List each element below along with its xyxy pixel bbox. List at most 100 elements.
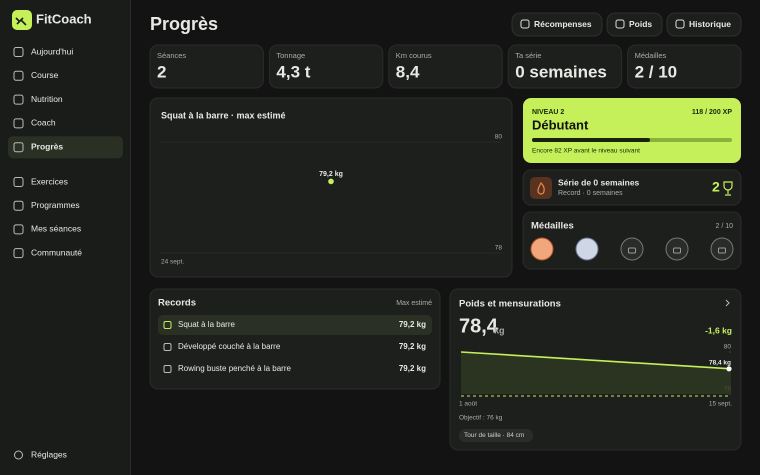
nav-item[interactable]: Communauté (31, 247, 82, 257)
nav-item[interactable]: Course (31, 70, 59, 80)
nav-active (8, 136, 123, 159)
stat-value: 0 semaines (515, 62, 607, 81)
stat-card (268, 44, 384, 89)
nav-item[interactable]: Exercices (31, 176, 68, 186)
stat-value: 2 / 10 (635, 62, 678, 81)
settings[interactable]: Réglages (31, 449, 67, 459)
x-tick-label: 1 août (459, 401, 477, 408)
nav-item[interactable]: Aujourd'hui (31, 46, 73, 56)
button-label[interactable]: Poids (629, 19, 652, 29)
goal-text: Objectif : 76 kg (459, 415, 503, 422)
weight-unit: kg (494, 325, 505, 335)
trophy-icon (723, 181, 733, 196)
sidebar (0, 0, 130, 475)
row-icon (163, 343, 172, 351)
settings-icon (14, 450, 23, 460)
medals-title: Médailles (531, 221, 574, 232)
lock-icon (673, 247, 681, 254)
stat-card (507, 44, 623, 89)
weight-title: Poids et mensurations (459, 299, 561, 310)
level-name: NIVEAU 2 (532, 109, 564, 116)
stat-label: Tonnage (276, 51, 305, 60)
nav-item[interactable]: Mes séances (31, 224, 81, 234)
flame (537, 182, 545, 195)
y-tick-label: 80 (495, 134, 503, 141)
level-note: Encore 82 XP avant le niveau suivant (532, 148, 640, 155)
nav-item[interactable]: Progrès (31, 141, 63, 151)
brand: FitCoach (36, 11, 92, 26)
nav-item[interactable]: Programmes (31, 200, 80, 210)
level-card (523, 98, 741, 163)
logo-icon (15, 17, 27, 26)
stat-value: 8,4 (396, 62, 420, 81)
y-tick-label: 80 (724, 344, 732, 351)
stat-value: 2 (157, 62, 166, 81)
weight-current: 78,4 (459, 315, 499, 337)
nav-icon (13, 224, 24, 235)
nav-icon (13, 177, 24, 187)
data-point (328, 178, 334, 185)
line (460, 351, 732, 370)
streak-record: Record · 0 semaines (558, 190, 623, 197)
nav-item[interactable]: Coach (31, 118, 56, 128)
nav-icon (13, 70, 24, 81)
chevron (725, 299, 730, 307)
stat-card (388, 44, 503, 89)
nav-icon (13, 118, 24, 129)
streak-icon (530, 177, 552, 199)
medal (575, 237, 599, 261)
header-button (606, 12, 663, 37)
y-tick-label: 78 (495, 245, 503, 252)
row-highlight (158, 315, 432, 335)
row-icon (163, 321, 172, 329)
stat-label: Séances (157, 51, 186, 60)
nav-icon (13, 94, 24, 105)
records-column: Max estimé (396, 300, 432, 307)
button-label[interactable]: Récompenses (534, 19, 592, 29)
stat-card (627, 44, 742, 89)
medal (710, 237, 734, 261)
value-label: 78,4 kg (709, 360, 731, 367)
lock-icon (628, 247, 636, 254)
header-button (511, 12, 603, 37)
record-value: 79,2 kg (399, 320, 426, 329)
button-icon (675, 19, 685, 29)
stat-label: Ta série (515, 51, 541, 60)
value-label: 79,2 kg (319, 171, 343, 178)
record-name[interactable]: Développé couché à la barre (178, 342, 281, 351)
records-title: Records (158, 298, 196, 309)
level-rank: Débutant (532, 117, 589, 132)
waist: Tour de taille · 84 cm (464, 432, 524, 439)
progress-bar (532, 138, 650, 142)
medal (665, 237, 689, 261)
stat-card (149, 44, 264, 89)
chart-card (149, 97, 513, 278)
streak-title: Série de 0 semaines (558, 177, 640, 187)
medal (620, 237, 644, 261)
pill (459, 429, 533, 442)
button-icon (615, 19, 625, 29)
medal (530, 237, 554, 261)
records-card (149, 288, 441, 390)
record-name[interactable]: Squat à la barre (178, 320, 235, 329)
header-button (666, 12, 742, 37)
button-label[interactable]: Historique (689, 19, 731, 29)
trophy-count: 2 (712, 179, 720, 195)
lock-icon (718, 247, 726, 254)
stat-label: Km courus (396, 51, 432, 60)
nav-icon (13, 200, 24, 211)
x-tick-label: 15 sept. (709, 401, 732, 408)
stat-value: 4,3 t (276, 62, 310, 81)
streak-card (522, 169, 742, 206)
nav-item[interactable]: Nutrition (31, 94, 63, 104)
chart-title: Squat à la barre · max estimé (161, 110, 286, 120)
x-tick-label: 24 sept. (161, 259, 184, 266)
record-value: 79,2 kg (399, 364, 426, 373)
xp-label: 118 / 200 XP (692, 109, 732, 116)
record-value: 79,2 kg (399, 342, 426, 351)
button-icon (520, 19, 530, 29)
data-point (726, 366, 732, 372)
page-title: Progrès (150, 14, 218, 34)
record-name[interactable]: Rowing buste penché à la barre (178, 364, 292, 373)
